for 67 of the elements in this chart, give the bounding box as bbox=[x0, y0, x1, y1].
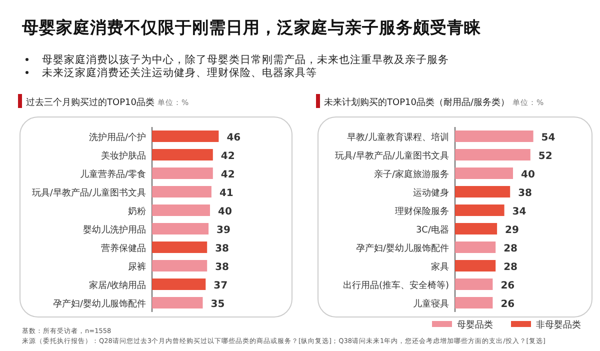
bar bbox=[455, 149, 530, 160]
data-label: 40 bbox=[218, 206, 232, 218]
bar bbox=[455, 130, 534, 142]
data-label: 40 bbox=[521, 169, 535, 180]
bar bbox=[152, 260, 208, 272]
y-tick-label: 出行用品(推车、安全椅等) bbox=[342, 280, 449, 291]
y-tick-label: 尿裤 bbox=[128, 261, 146, 272]
bar bbox=[455, 242, 496, 253]
bar bbox=[152, 130, 219, 142]
y-tick-label: 婴幼儿洗护用品 bbox=[83, 224, 146, 236]
data-label: 35 bbox=[210, 298, 225, 310]
bar bbox=[152, 278, 206, 290]
y-tick-label: 家居/收纳用品 bbox=[88, 280, 146, 291]
data-label: 28 bbox=[504, 243, 518, 254]
y-tick-label: 美妆护肤品 bbox=[101, 150, 146, 162]
bar bbox=[152, 149, 213, 160]
y-tick-label: 儿童寝具 bbox=[413, 298, 449, 310]
bar bbox=[455, 297, 493, 308]
bar bbox=[455, 260, 496, 272]
data-label: 52 bbox=[538, 150, 552, 162]
data-label: 34 bbox=[512, 206, 526, 218]
bar bbox=[455, 168, 513, 179]
bar bbox=[152, 186, 212, 198]
bar bbox=[455, 278, 493, 290]
text: 母婴家庭消费以孩子为中心，除了母婴类日常刚需产品，未来也注重早教及亲子服务 bbox=[42, 53, 449, 66]
y-tick-label: 孕产妇/婴幼儿服饰配件 bbox=[52, 298, 146, 310]
bar bbox=[455, 204, 504, 216]
bar bbox=[152, 242, 208, 253]
data-label: 41 bbox=[219, 188, 234, 199]
data-label: 38 bbox=[215, 243, 230, 254]
bar bbox=[152, 168, 213, 179]
y-tick-label: 亲子/家庭旅游服务 bbox=[374, 168, 449, 180]
y-tick-label: 玩具/早教产品/儿童图书文具 bbox=[334, 150, 449, 162]
y-tick-label: 理财保险服务 bbox=[395, 206, 449, 217]
y-tick-label: 孕产妇/婴幼儿服饰配件 bbox=[356, 242, 449, 254]
data-label: 26 bbox=[500, 298, 515, 310]
chart-title: 过去三个月购买过的TOP10品类 bbox=[26, 97, 154, 108]
text: 未来泛家庭消费还关注运动健身、理财保险、电器家具等 bbox=[42, 66, 317, 79]
bar bbox=[455, 186, 510, 198]
legend-label: 非母婴品类 bbox=[536, 320, 581, 330]
y-tick-label: 奶粉 bbox=[128, 206, 146, 217]
data-label: 38 bbox=[518, 188, 532, 199]
y-tick-label: 洗护用品/个护 bbox=[88, 132, 146, 143]
data-label: 39 bbox=[216, 224, 231, 236]
data-label: 38 bbox=[215, 262, 230, 273]
y-tick-label: 营养保健品 bbox=[101, 242, 146, 254]
chart-title: 未来计划购买的TOP10品类（耐用品/服务类） bbox=[324, 97, 510, 108]
data-label: 54 bbox=[541, 132, 556, 144]
y-tick-label: 玩具/早教产品/儿童图书文具 bbox=[32, 187, 146, 198]
y-tick-label: 儿童营养品/零食 bbox=[80, 168, 146, 180]
bar bbox=[152, 223, 209, 234]
y-tick-label: 3C/电器 bbox=[416, 224, 449, 236]
legend-label: 母婴品类 bbox=[457, 320, 493, 330]
data-label: 42 bbox=[220, 150, 235, 162]
text: 母婴家庭消费不仅限于刚需日用，泛家庭与亲子服务颇受青睐 bbox=[21, 18, 482, 37]
bar bbox=[455, 223, 498, 234]
data-label: 42 bbox=[220, 169, 235, 180]
y-tick-label: 早教/儿童教育课程、培训 bbox=[346, 132, 449, 143]
y-tick-label: 家具 bbox=[431, 261, 449, 272]
data-label: 28 bbox=[504, 262, 518, 273]
bar bbox=[152, 204, 210, 216]
y-tick-label: 运动健身 bbox=[413, 187, 449, 198]
bar bbox=[152, 297, 203, 308]
data-label: 46 bbox=[226, 132, 241, 144]
data-label: 29 bbox=[505, 224, 520, 236]
data-label: 26 bbox=[500, 280, 515, 292]
data-label: 37 bbox=[214, 280, 228, 292]
